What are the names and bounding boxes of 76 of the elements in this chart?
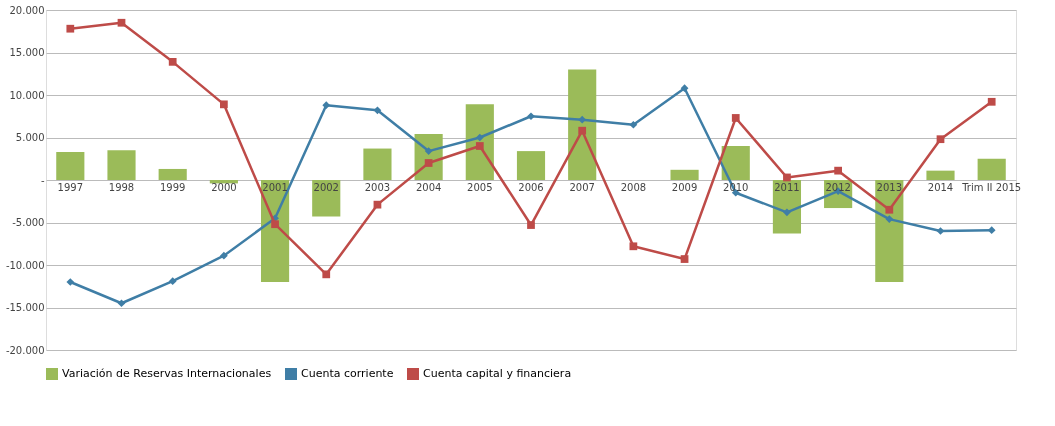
point <box>731 114 740 122</box>
legend-label: Cuenta corriente <box>301 367 394 380</box>
y-tick-label: -5.000 <box>12 217 45 228</box>
point <box>885 205 894 214</box>
x-tick-label: 2007 <box>569 181 595 193</box>
bar <box>516 151 546 180</box>
point <box>885 215 894 223</box>
point <box>424 147 433 155</box>
point <box>220 251 228 260</box>
point <box>936 227 945 235</box>
x-tick-label: 1999 <box>159 181 186 193</box>
y-tick-label: 5.000 <box>15 132 45 143</box>
point <box>271 220 279 229</box>
point <box>936 135 945 144</box>
x-tick-label: 2008 <box>620 181 647 193</box>
y-tick-label: 20.000 <box>9 4 45 16</box>
point <box>322 101 331 110</box>
point <box>680 84 689 93</box>
x-tick-label: Trim II 2015 <box>961 181 1022 193</box>
point <box>834 166 842 175</box>
x-tick-label: 1998 <box>108 181 135 193</box>
x-tick-label: 2011 <box>774 181 800 193</box>
point <box>168 57 177 66</box>
bar <box>977 158 1006 180</box>
point <box>66 278 75 286</box>
legend-label: Variación de Reservas Internacionales <box>62 367 272 380</box>
x-tick-label: 2001 <box>262 181 288 193</box>
bar <box>670 169 699 180</box>
point <box>987 226 996 235</box>
x-tick-label: 2000 <box>211 181 237 193</box>
point <box>66 24 75 33</box>
point <box>527 221 535 229</box>
point <box>987 97 996 106</box>
point <box>783 208 791 217</box>
point <box>117 18 126 27</box>
point <box>783 173 791 182</box>
bar <box>158 168 187 180</box>
x-tick-label: 2004 <box>415 181 442 193</box>
x-tick-label: 2012 <box>825 181 851 193</box>
x-tick-label: 2006 <box>518 181 544 193</box>
bar <box>56 151 85 180</box>
point <box>373 106 382 115</box>
y-tick-label: -20.000 <box>5 344 45 356</box>
point <box>629 120 638 129</box>
point <box>322 270 331 279</box>
point <box>168 277 177 286</box>
x-tick-label: 2005 <box>467 181 493 193</box>
point <box>475 133 484 142</box>
x-tick-label: 2003 <box>364 181 391 193</box>
legend-label: Cuenta capital y financiera <box>423 367 572 380</box>
bar <box>926 170 955 180</box>
y-tick-label: -10.000 <box>5 259 45 271</box>
point <box>220 100 228 109</box>
x-tick-label: 2002 <box>313 181 339 193</box>
point <box>629 242 638 251</box>
bar <box>875 180 904 282</box>
y-tick-label: 15.000 <box>9 47 45 58</box>
bar <box>772 180 802 234</box>
point <box>578 126 587 135</box>
x-tick-label: 1997 <box>57 181 84 193</box>
bar <box>363 148 392 180</box>
point <box>424 159 433 167</box>
point <box>475 142 484 150</box>
x-tick-label: 2014 <box>927 181 954 193</box>
point <box>680 255 689 263</box>
bar <box>107 150 136 180</box>
point <box>117 299 126 308</box>
bar <box>721 146 750 180</box>
bar <box>568 69 597 180</box>
x-tick-label: 2013 <box>876 181 903 193</box>
point <box>373 200 382 209</box>
point <box>527 112 535 121</box>
y-tick-label: - <box>40 174 45 186</box>
y-tick-label: -15.000 <box>5 302 45 313</box>
x-tick-label: 2009 <box>671 181 698 193</box>
y-tick-label: 10.000 <box>9 89 45 101</box>
